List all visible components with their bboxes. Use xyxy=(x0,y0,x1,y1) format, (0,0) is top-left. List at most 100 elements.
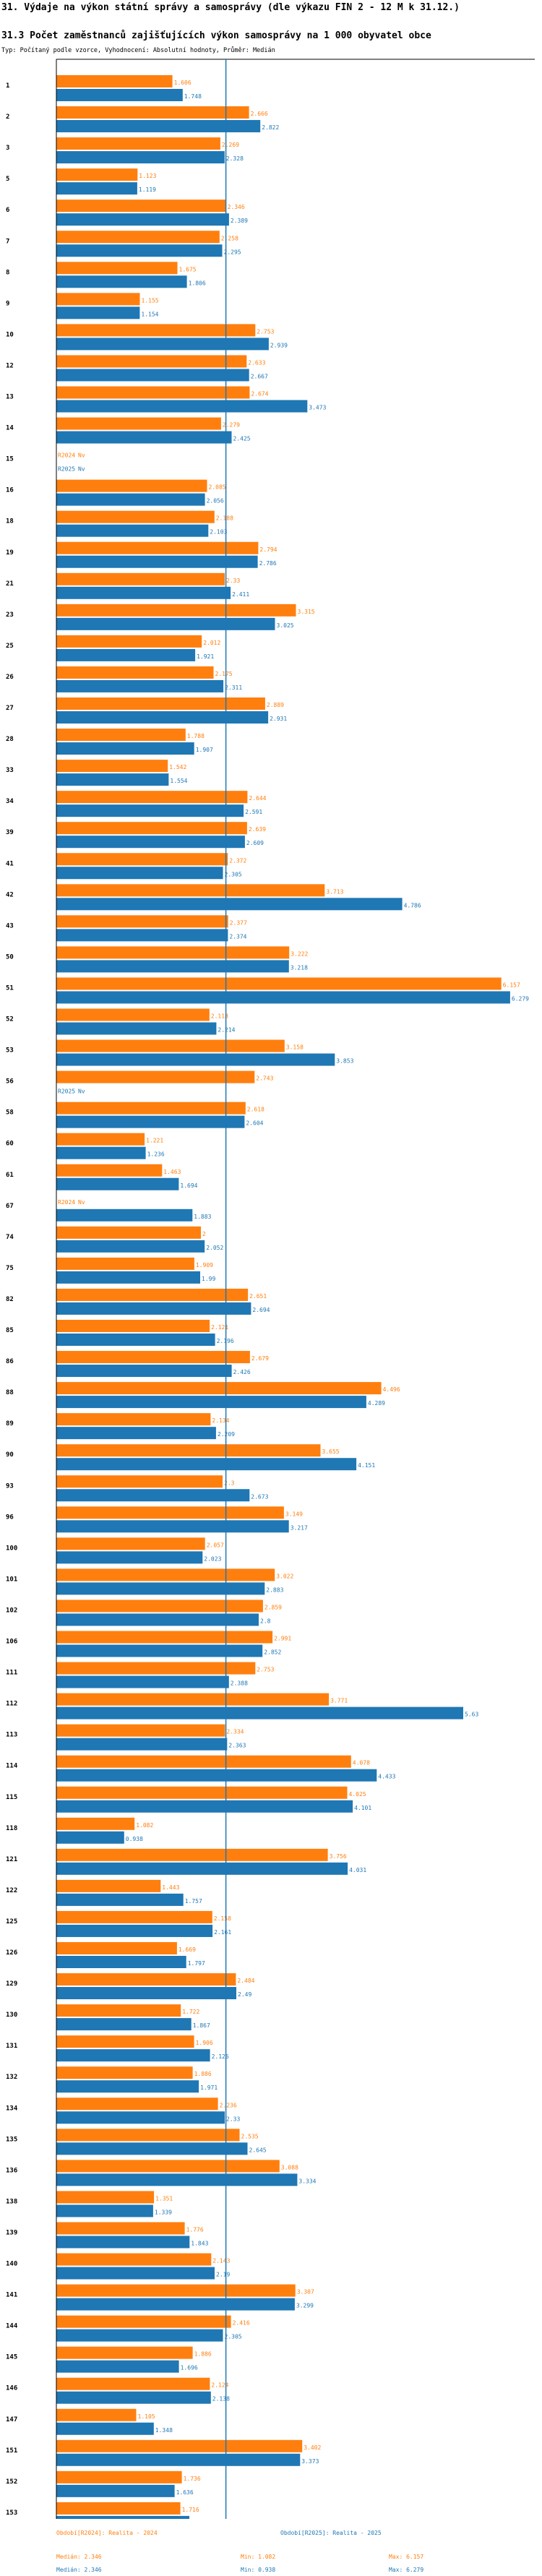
data-label: 2.103 xyxy=(210,529,227,536)
bar-r2024 xyxy=(56,1973,236,1986)
bar-r2024 xyxy=(56,1786,348,1799)
category-label: 27 xyxy=(6,705,14,712)
category-label: 19 xyxy=(6,549,14,557)
data-label: 3.402 xyxy=(304,2444,321,2451)
category-label: 51 xyxy=(6,984,14,992)
data-label: 2.161 xyxy=(214,1929,231,1936)
data-label: 1.636 xyxy=(176,2489,194,2496)
bar-r2024 xyxy=(56,2253,212,2266)
bar-r2025 xyxy=(56,213,229,226)
bar-r2025 xyxy=(56,1613,259,1626)
bar-r2025 xyxy=(56,1271,200,1284)
data-label: 2.19 xyxy=(216,2272,230,2278)
category-label: 6 xyxy=(6,207,9,214)
no-value-label: Nv xyxy=(78,1089,85,1095)
data-label: 2.426 xyxy=(233,1369,251,1375)
data-label: 1.806 xyxy=(189,280,206,286)
bar-r2025 xyxy=(56,2049,210,2062)
bar-chart: 1 R2024 1.606 R2025 1.748 2 R2024 2.666 R2025 2.8… xyxy=(6,59,535,2519)
category-label: 5 xyxy=(6,176,9,183)
data-label: 1.909 xyxy=(196,1262,213,1268)
category-label: 152 xyxy=(6,2478,17,2486)
bar-r2024 xyxy=(56,572,225,585)
bar-r2024 xyxy=(56,2191,155,2204)
bar-r2024 xyxy=(56,2129,240,2142)
category-label: 1 xyxy=(6,82,9,90)
category-label: 100 xyxy=(6,1545,17,1552)
bar-r2025 xyxy=(56,306,140,319)
bar-r2024 xyxy=(56,1848,328,1861)
data-label: 3.756 xyxy=(330,1853,347,1860)
bar-r2025 xyxy=(56,1706,463,1720)
data-label: 2.374 xyxy=(229,933,246,940)
category-label: 52 xyxy=(6,1016,14,1023)
data-label: 4.289 xyxy=(368,1400,385,1407)
data-label: 1.339 xyxy=(155,2209,172,2215)
bar-r2025 xyxy=(56,2236,190,2249)
category-label: 115 xyxy=(6,1794,17,1801)
bar-r2025 xyxy=(56,648,196,661)
data-label: 2.377 xyxy=(230,919,247,926)
category-label: 145 xyxy=(6,2354,17,2361)
data-label: 1.748 xyxy=(184,93,202,100)
bar-r2024 xyxy=(56,1351,250,1364)
bar-r2025 xyxy=(56,2267,215,2280)
category-label: 60 xyxy=(6,1141,14,1148)
data-label: 2.49 xyxy=(238,1991,251,1998)
data-label: 2.056 xyxy=(207,498,224,505)
data-label: 3.218 xyxy=(291,964,308,971)
data-label: 5.63 xyxy=(465,1712,478,1718)
bar-r2024 xyxy=(56,293,140,306)
bar-r2025 xyxy=(56,1458,357,1471)
data-label: 6.157 xyxy=(503,982,520,988)
data-label: 2.138 xyxy=(212,2396,230,2403)
data-label: 2.33 xyxy=(226,2116,240,2122)
category-label: 3 xyxy=(6,145,9,152)
data-label: 3.853 xyxy=(336,1058,353,1065)
data-label: 2.644 xyxy=(249,795,266,802)
bar-r2025 xyxy=(56,1675,229,1688)
bar-r2024 xyxy=(56,2066,193,2079)
bar-r2024 xyxy=(56,1662,256,1675)
category-label: 88 xyxy=(6,1389,14,1396)
bar-r2025 xyxy=(56,2360,179,2373)
data-label: 2.753 xyxy=(257,1667,274,1673)
bar-r2025 xyxy=(56,773,169,786)
category-label: 58 xyxy=(6,1109,14,1117)
series-label: R2024 xyxy=(58,1199,75,1206)
bar-r2024 xyxy=(56,1226,201,1239)
page-title: 31. Výdaje na výkon státní správy a samo… xyxy=(1,2,460,13)
data-label: 1.123 xyxy=(139,173,156,179)
data-label: 2.604 xyxy=(246,1120,263,1127)
data-label: 6.279 xyxy=(512,995,529,1002)
bar-r2025 xyxy=(56,275,187,288)
category-label: 26 xyxy=(6,674,14,681)
data-label: 4.151 xyxy=(358,1462,375,1469)
category-label: 139 xyxy=(6,2229,17,2236)
series-label: R2024 xyxy=(58,452,75,459)
category-label: 130 xyxy=(6,2012,17,2019)
category-label: 132 xyxy=(6,2074,17,2081)
legend-r2025-median: Medián: 2.346 xyxy=(56,2567,102,2573)
data-label: 2.666 xyxy=(251,111,268,117)
bar-r2024 xyxy=(56,2470,182,2483)
bar-r2025 xyxy=(56,1240,205,1253)
data-label: 4.433 xyxy=(378,1774,395,1780)
data-label: 2.388 xyxy=(231,1680,248,1687)
category-label: 12 xyxy=(6,362,14,369)
bar-r2025 xyxy=(56,2515,189,2519)
bar-r2024 xyxy=(56,2346,193,2359)
bar-r2025 xyxy=(56,2142,248,2155)
bar-r2025 xyxy=(56,1738,228,1751)
data-label: 2.258 xyxy=(221,235,238,241)
data-label: 3.149 xyxy=(285,1511,303,1517)
data-label: 1.236 xyxy=(147,1151,165,1158)
data-label: 2.188 xyxy=(216,515,233,522)
data-label: 2.991 xyxy=(274,1636,291,1642)
data-label: 1.971 xyxy=(200,2085,218,2091)
data-label: 2.085 xyxy=(209,484,226,491)
data-label: 2.674 xyxy=(251,391,268,398)
data-label: 1.554 xyxy=(170,778,187,784)
data-label: 2.411 xyxy=(232,591,249,598)
category-label: 13 xyxy=(6,394,14,401)
